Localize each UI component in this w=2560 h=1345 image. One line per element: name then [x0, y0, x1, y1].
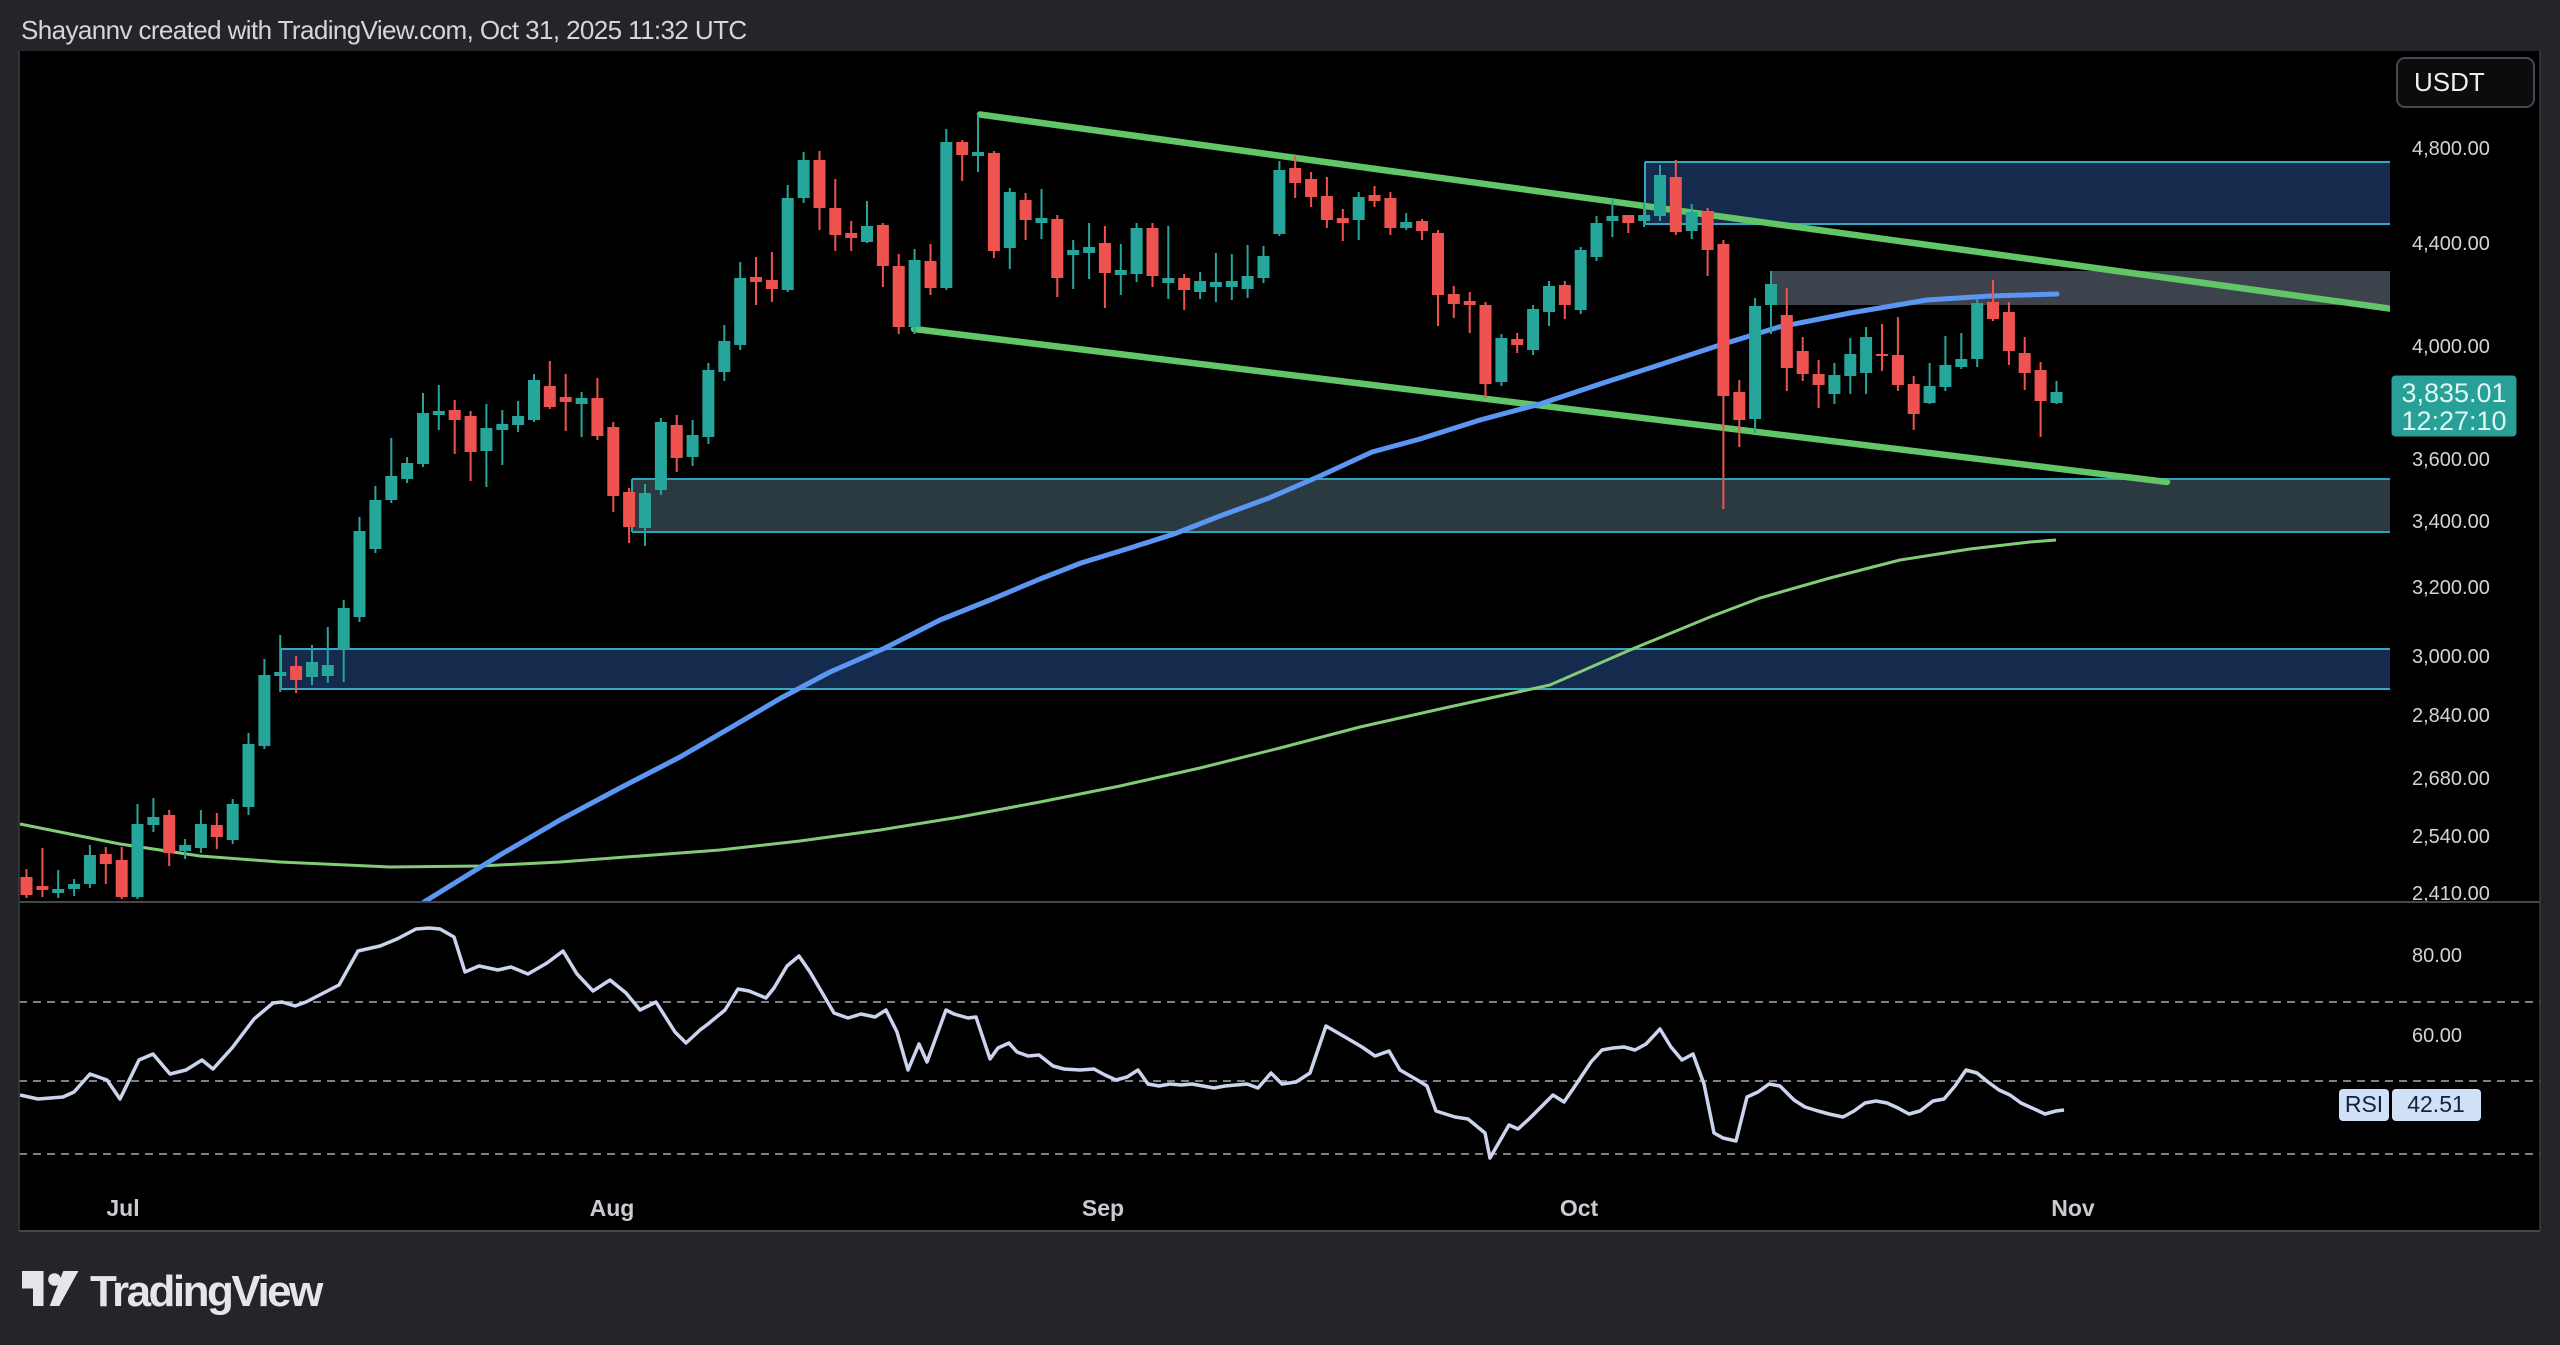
svg-text:3,200.00: 3,200.00	[2412, 577, 2490, 599]
svg-text:2,840.00: 2,840.00	[2412, 705, 2490, 727]
svg-text:3,000.00: 3,000.00	[2412, 646, 2490, 668]
svg-text:4,400.00: 4,400.00	[2412, 233, 2490, 255]
svg-text:2,540.00: 2,540.00	[2412, 826, 2490, 848]
svg-text:80.00: 80.00	[2412, 945, 2462, 967]
svg-text:TradingView: TradingView	[90, 1267, 324, 1316]
svg-text:USDT: USDT	[2414, 67, 2485, 97]
svg-text:4,000.00: 4,000.00	[2412, 336, 2490, 358]
svg-text:RSI: RSI	[2345, 1091, 2383, 1117]
svg-text:Nov: Nov	[2051, 1195, 2095, 1221]
svg-text:42.51: 42.51	[2407, 1091, 2465, 1117]
svg-text:3,600.00: 3,600.00	[2412, 449, 2490, 471]
svg-text:3,400.00: 3,400.00	[2412, 511, 2490, 533]
svg-text:2,410.00: 2,410.00	[2412, 883, 2490, 905]
svg-text:4,800.00: 4,800.00	[2412, 138, 2490, 160]
svg-text:Sep: Sep	[1082, 1195, 1124, 1221]
svg-text:Aug: Aug	[590, 1195, 635, 1221]
svg-text:Jul: Jul	[106, 1195, 139, 1221]
svg-text:3,835.01: 3,835.01	[2401, 378, 2506, 408]
svg-text:60.00: 60.00	[2412, 1025, 2462, 1047]
svg-text:Shayannv created with TradingV: Shayannv created with TradingView.com, O…	[21, 15, 747, 45]
svg-text:12:27:10: 12:27:10	[2401, 406, 2506, 436]
svg-text:Oct: Oct	[1560, 1195, 1599, 1221]
svg-text:2,680.00: 2,680.00	[2412, 768, 2490, 790]
